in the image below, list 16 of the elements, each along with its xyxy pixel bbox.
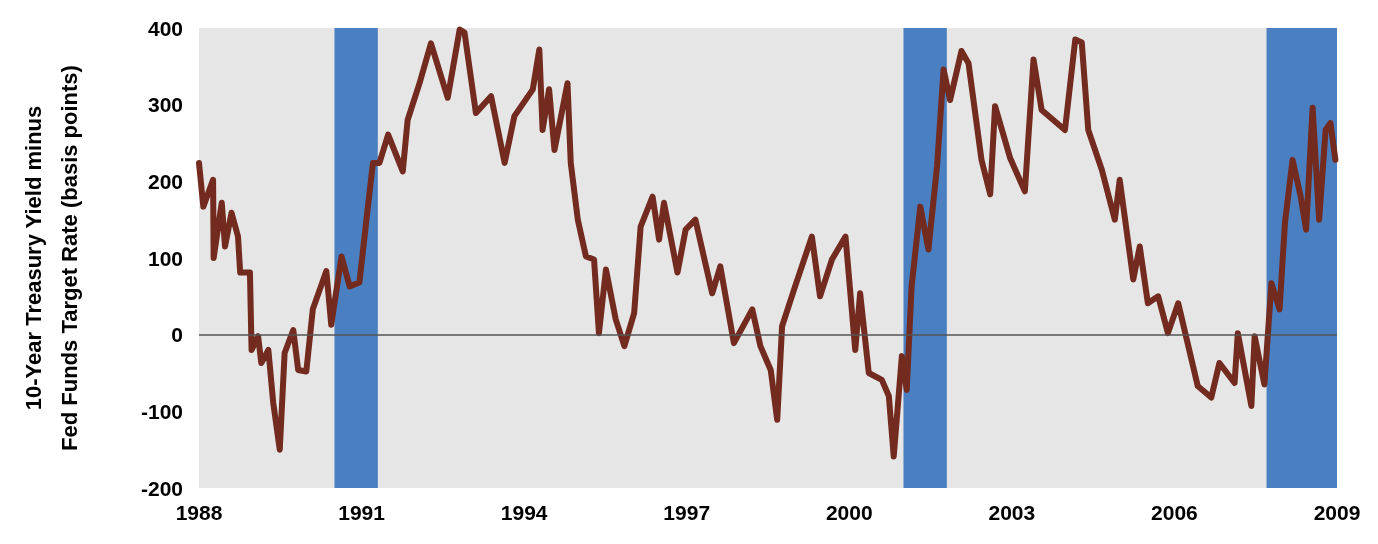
y-tick-label: -200 — [140, 476, 183, 500]
x-tick-label: 1997 — [663, 501, 711, 524]
y-tick-label: 0 — [171, 323, 183, 347]
x-tick-label: 2009 — [1313, 501, 1361, 524]
y-tick-label: 200 — [147, 169, 183, 193]
x-tick-label: 1994 — [500, 501, 548, 524]
y-tick-label: 400 — [147, 16, 183, 40]
x-tick-label: 1988 — [175, 501, 223, 524]
y-tick-label: 300 — [147, 93, 183, 117]
y-tick-label: -100 — [140, 399, 183, 423]
x-tick-label: 2003 — [988, 501, 1036, 524]
x-tick-label: 1991 — [338, 501, 386, 524]
y-tick-label: 100 — [147, 246, 183, 270]
x-tick-label: 2000 — [825, 501, 873, 524]
y-axis-title: 10-Year Treasury Yield minus Fed Funds Target Rate (basis points) — [20, 65, 82, 451]
x-tick-label: 2006 — [1151, 501, 1198, 524]
